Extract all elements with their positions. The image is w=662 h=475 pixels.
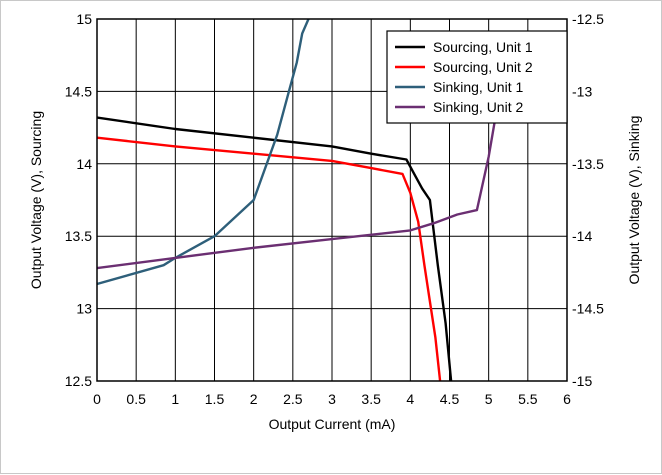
y-axis-left-title: Output Voltage (V), Sourcing — [28, 111, 44, 289]
series-lines — [97, 19, 497, 381]
x-tick-label: 4.5 — [440, 391, 460, 407]
y-left-tick-label: 15 — [76, 11, 92, 27]
y-left-tick-label: 14 — [76, 156, 92, 172]
x-tick-label: 3 — [328, 391, 336, 407]
x-axis-title: Output Current (mA) — [269, 416, 396, 432]
y-left-tick-label: 13.5 — [65, 228, 92, 244]
legend-label: Sourcing, Unit 1 — [433, 39, 533, 55]
series-line-sourcing-unit-2 — [97, 136, 442, 381]
series-line-sinking-unit-2 — [97, 120, 497, 270]
legend-label: Sinking, Unit 2 — [433, 99, 523, 115]
x-tick-label: 2.5 — [283, 391, 303, 407]
y-left-tick-label: 12.5 — [65, 373, 92, 389]
y-axis-right-title: Output Voltage (V), Sinking — [626, 116, 642, 285]
plot-border — [96, 18, 568, 382]
legend-label: Sinking, Unit 1 — [433, 79, 523, 95]
x-tick-label: 3.5 — [361, 391, 381, 407]
x-tick-label: 1 — [171, 391, 179, 407]
series-line-sinking-unit-1 — [97, 19, 310, 286]
series-line-sourcing-unit-1 — [97, 116, 453, 381]
legend-label: Sourcing, Unit 2 — [433, 59, 533, 75]
x-tick-label: 0 — [93, 391, 101, 407]
x-tick-label: 0.5 — [126, 391, 146, 407]
legend: Sourcing, Unit 1 Sourcing, Unit 2 Sinking,… — [386, 30, 568, 124]
x-tick-label: 5.5 — [518, 391, 538, 407]
y-right-tick-label: -12.5 — [572, 11, 604, 27]
y-left-tick-label: 14.5 — [65, 83, 92, 99]
y-right-tick-label: -14.5 — [572, 301, 604, 317]
x-tick-label: 6 — [563, 391, 571, 407]
tick-labels: 0 0.5 1 1.5 2 2.5 3 3.5 4 4.5 5 5.5 6 12.5 13 13.5 14 14.… — [65, 11, 604, 407]
y-left-tick-label: 13 — [76, 301, 92, 317]
y-right-tick-label: -13 — [572, 83, 592, 99]
x-tick-label: 1.5 — [205, 391, 225, 407]
x-tick-label: 5 — [485, 391, 493, 407]
x-tick-label: 4 — [406, 391, 414, 407]
x-tick-label: 2 — [250, 391, 258, 407]
y-right-tick-label: -13.5 — [572, 156, 604, 172]
y-right-tick-label: -15 — [572, 373, 592, 389]
y-right-tick-label: -14 — [572, 228, 592, 244]
